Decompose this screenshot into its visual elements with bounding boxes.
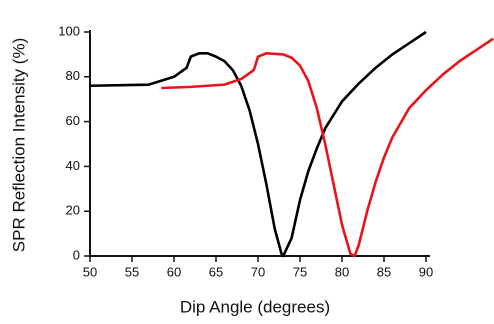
line-series [89, 30, 427, 258]
x-tick-label: 85 [377, 264, 391, 279]
y-axis-title: SPR Reflection Intensity (%) [9, 38, 28, 252]
x-tick-label: 80 [335, 264, 349, 279]
y-tick-label: 100 [58, 23, 80, 38]
line-series [161, 37, 494, 258]
y-tick-label: 0 [73, 247, 80, 262]
x-tick-label: 75 [293, 264, 307, 279]
x-tick-label: 50 [83, 264, 97, 279]
y-tick-label: 40 [66, 158, 80, 173]
x-tick-label: 55 [125, 264, 139, 279]
x-tick-label: 90 [419, 264, 433, 279]
y-tick-label: 80 [66, 68, 80, 83]
x-axis-title: Dip Angle (degrees) [180, 297, 330, 316]
x-tick-label: 70 [251, 264, 265, 279]
x-tick-label: 65 [209, 264, 223, 279]
y-tick-label: 20 [66, 203, 80, 218]
x-tick-label: 60 [167, 264, 181, 279]
y-tick-label: 60 [66, 113, 80, 128]
